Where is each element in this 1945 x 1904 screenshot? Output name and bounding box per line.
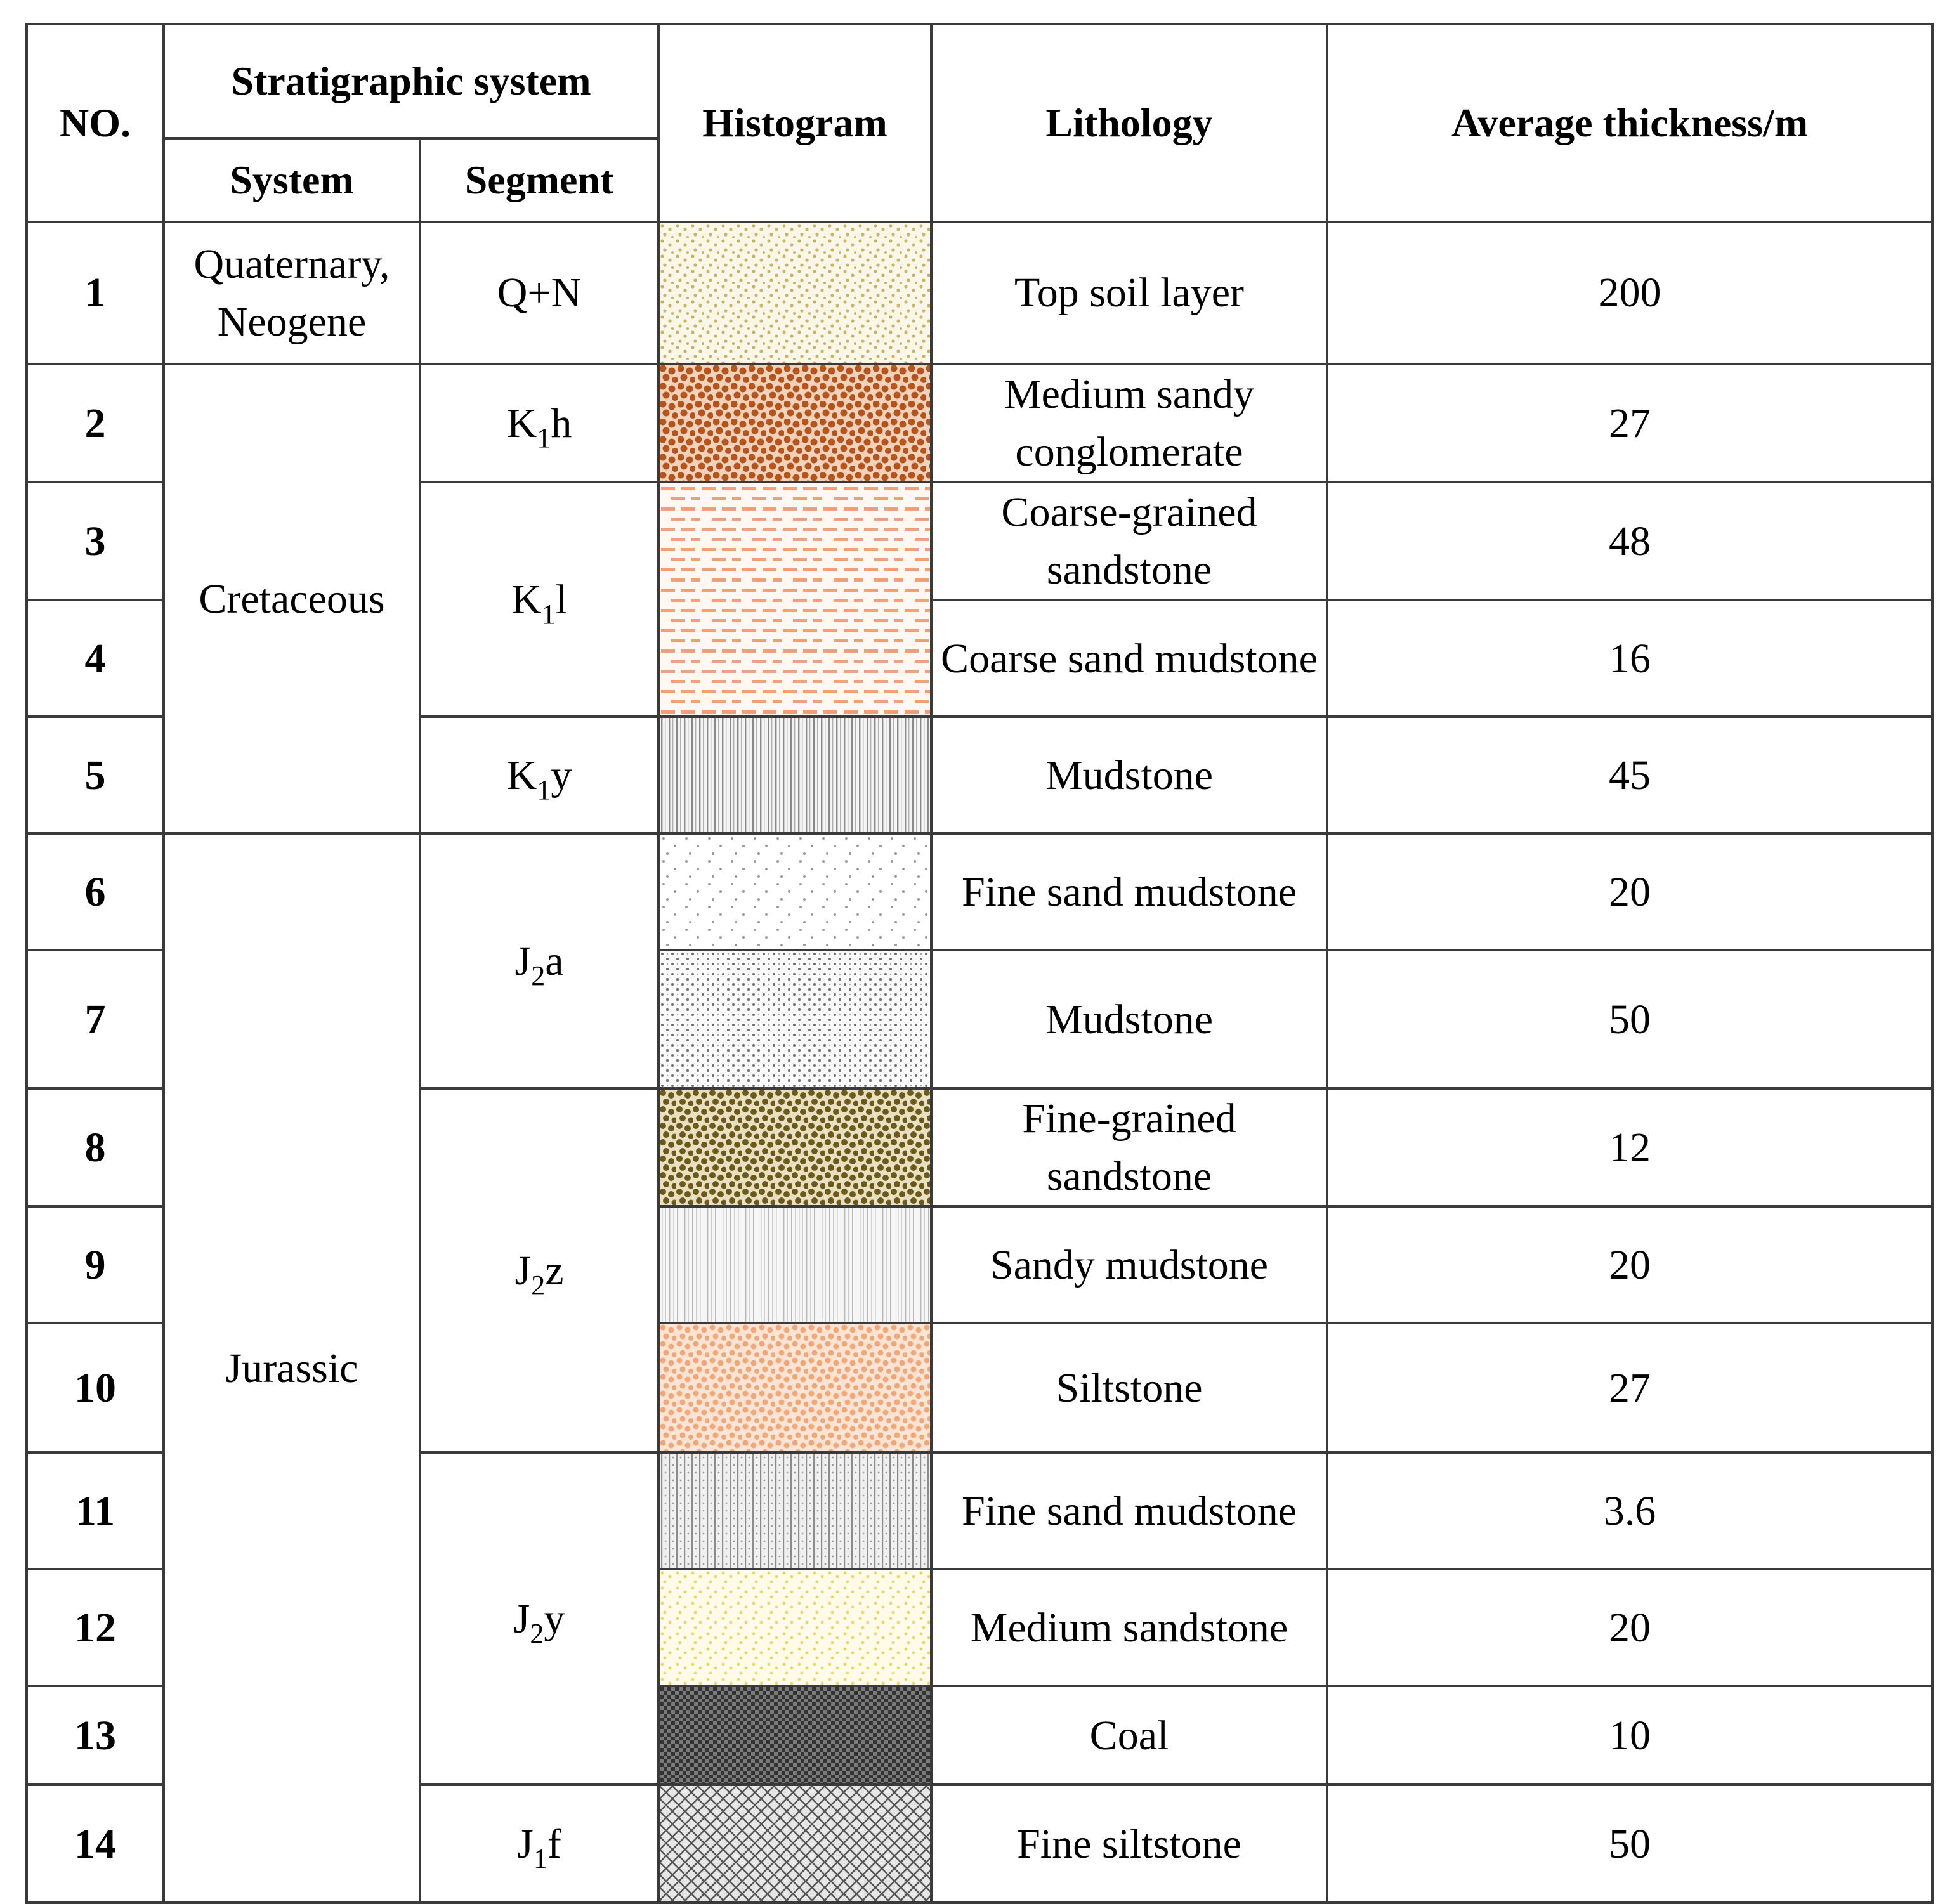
histogram-fine-siltstone bbox=[657, 1783, 933, 1904]
header-stratigraphic-system: Stratigraphic system bbox=[162, 23, 660, 140]
segment-j1f: J1f bbox=[419, 1783, 660, 1904]
thickness-cell: 27 bbox=[1326, 362, 1934, 484]
segment-subscript: 2 bbox=[531, 960, 546, 991]
histogram-conglomerate bbox=[657, 362, 933, 484]
row-number: 4 bbox=[25, 599, 165, 719]
system-jurassic: Jurassic bbox=[162, 832, 421, 1904]
row-number: 13 bbox=[25, 1685, 165, 1787]
segment-suffix: z bbox=[545, 1247, 564, 1294]
system-quaternary-neogene: Quaternary, Neogene bbox=[162, 221, 421, 365]
histogram-coal bbox=[657, 1685, 933, 1787]
segment-suffix: y bbox=[544, 1595, 565, 1642]
header-average-thickness: Average thickness/m bbox=[1326, 23, 1934, 223]
histogram-mudstone-k1y bbox=[657, 715, 933, 835]
row-number: 6 bbox=[25, 832, 165, 952]
segment-symbol: J bbox=[513, 1595, 530, 1642]
lithology-cell: Sandy mudstone bbox=[930, 1205, 1328, 1325]
lithology-cell: Mudstone bbox=[930, 949, 1328, 1090]
segment-subscript: 1 bbox=[537, 774, 551, 805]
histogram-siltstone bbox=[657, 1322, 933, 1454]
segment-subscript: 1 bbox=[533, 1842, 547, 1874]
row-number: 10 bbox=[25, 1322, 165, 1454]
segment-symbol: J bbox=[517, 1820, 534, 1867]
segment-suffix: l bbox=[555, 576, 567, 623]
histogram-coarse-sandstone bbox=[657, 481, 933, 719]
thickness-cell: 200 bbox=[1326, 221, 1934, 365]
lithology-cell: Fine siltstone bbox=[930, 1783, 1328, 1904]
segment-symbol: K bbox=[511, 576, 542, 623]
header-histogram: Histogram bbox=[657, 23, 933, 223]
thickness-cell: 12 bbox=[1326, 1087, 1934, 1208]
segment-suffix: f bbox=[547, 1820, 561, 1867]
lithology-cell: Medium sandy conglomerate bbox=[930, 362, 1328, 484]
lithology-cell: Mudstone bbox=[930, 715, 1328, 835]
segment-subscript: 1 bbox=[541, 598, 556, 630]
header-lithology: Lithology bbox=[930, 23, 1328, 223]
segment-subscript: 2 bbox=[531, 1269, 546, 1301]
system-cretaceous: Cretaceous bbox=[162, 362, 421, 835]
segment-symbol: J bbox=[514, 937, 532, 984]
row-number: 2 bbox=[25, 362, 165, 484]
lithology-cell: Fine sand mudstone bbox=[930, 1451, 1328, 1571]
thickness-cell: 16 bbox=[1326, 599, 1934, 719]
row-number: 7 bbox=[25, 949, 165, 1090]
thickness-cell: 20 bbox=[1326, 1568, 1934, 1688]
header-system: System bbox=[162, 137, 421, 223]
histogram-mudstone-j2a bbox=[657, 949, 933, 1090]
segment-subscript: 1 bbox=[537, 422, 551, 453]
segment-k1h: K1h bbox=[419, 362, 660, 484]
row-number: 12 bbox=[25, 1568, 165, 1688]
segment-j2a: J2a bbox=[419, 832, 660, 1090]
lithology-cell: Coal bbox=[930, 1685, 1328, 1787]
segment-k1y: K1y bbox=[419, 715, 660, 835]
segment-j2z: J2z bbox=[419, 1087, 660, 1454]
stratigraphic-table: NO. Stratigraphic system Histogram Litho… bbox=[25, 23, 1934, 1904]
row-number: 8 bbox=[25, 1087, 165, 1208]
segment-q-n: Q+N bbox=[419, 221, 660, 365]
row-number: 3 bbox=[25, 481, 165, 602]
thickness-cell: 50 bbox=[1326, 949, 1934, 1090]
thickness-cell: 3.6 bbox=[1326, 1451, 1934, 1571]
thickness-cell: 20 bbox=[1326, 832, 1934, 952]
lithology-cell: Siltstone bbox=[930, 1322, 1328, 1454]
segment-suffix: h bbox=[551, 400, 572, 447]
thickness-cell: 50 bbox=[1326, 1783, 1934, 1904]
lithology-cell: Coarse sand mudstone bbox=[930, 599, 1328, 719]
segment-symbol: K bbox=[506, 400, 537, 447]
histogram-top-soil bbox=[657, 221, 933, 365]
segment-symbol: K bbox=[506, 752, 537, 799]
row-number: 5 bbox=[25, 715, 165, 835]
histogram-medium-sandstone bbox=[657, 1568, 933, 1688]
segment-k1l: K1l bbox=[419, 481, 660, 719]
segment-symbol: J bbox=[514, 1247, 532, 1294]
lithology-cell: Top soil layer bbox=[930, 221, 1328, 365]
segment-j2y: J2y bbox=[419, 1451, 660, 1787]
histogram-sandy-mudstone bbox=[657, 1205, 933, 1325]
segment-suffix: a bbox=[545, 937, 564, 984]
histogram-fine-sand-mudstone bbox=[657, 832, 933, 952]
thickness-cell: 27 bbox=[1326, 1322, 1934, 1454]
thickness-cell: 45 bbox=[1326, 715, 1934, 835]
lithology-cell: Fine-grained sandstone bbox=[930, 1087, 1328, 1208]
thickness-cell: 48 bbox=[1326, 481, 1934, 602]
segment-subscript: 2 bbox=[530, 1617, 544, 1649]
histogram-fine-grained-sandstone bbox=[657, 1087, 933, 1208]
header-no: NO. bbox=[25, 23, 165, 223]
header-segment: Segment bbox=[419, 137, 660, 223]
lithology-cell: Fine sand mudstone bbox=[930, 832, 1328, 952]
lithology-cell: Medium sandstone bbox=[930, 1568, 1328, 1688]
row-number: 1 bbox=[25, 221, 165, 365]
segment-suffix: y bbox=[551, 752, 572, 799]
thickness-cell: 20 bbox=[1326, 1205, 1934, 1325]
lithology-cell: Coarse-grained sandstone bbox=[930, 481, 1328, 602]
histogram-fine-sand-mudstone-j2y bbox=[657, 1451, 933, 1571]
thickness-cell: 10 bbox=[1326, 1685, 1934, 1787]
row-number: 14 bbox=[25, 1783, 165, 1904]
row-number: 11 bbox=[25, 1451, 165, 1571]
row-number: 9 bbox=[25, 1205, 165, 1325]
